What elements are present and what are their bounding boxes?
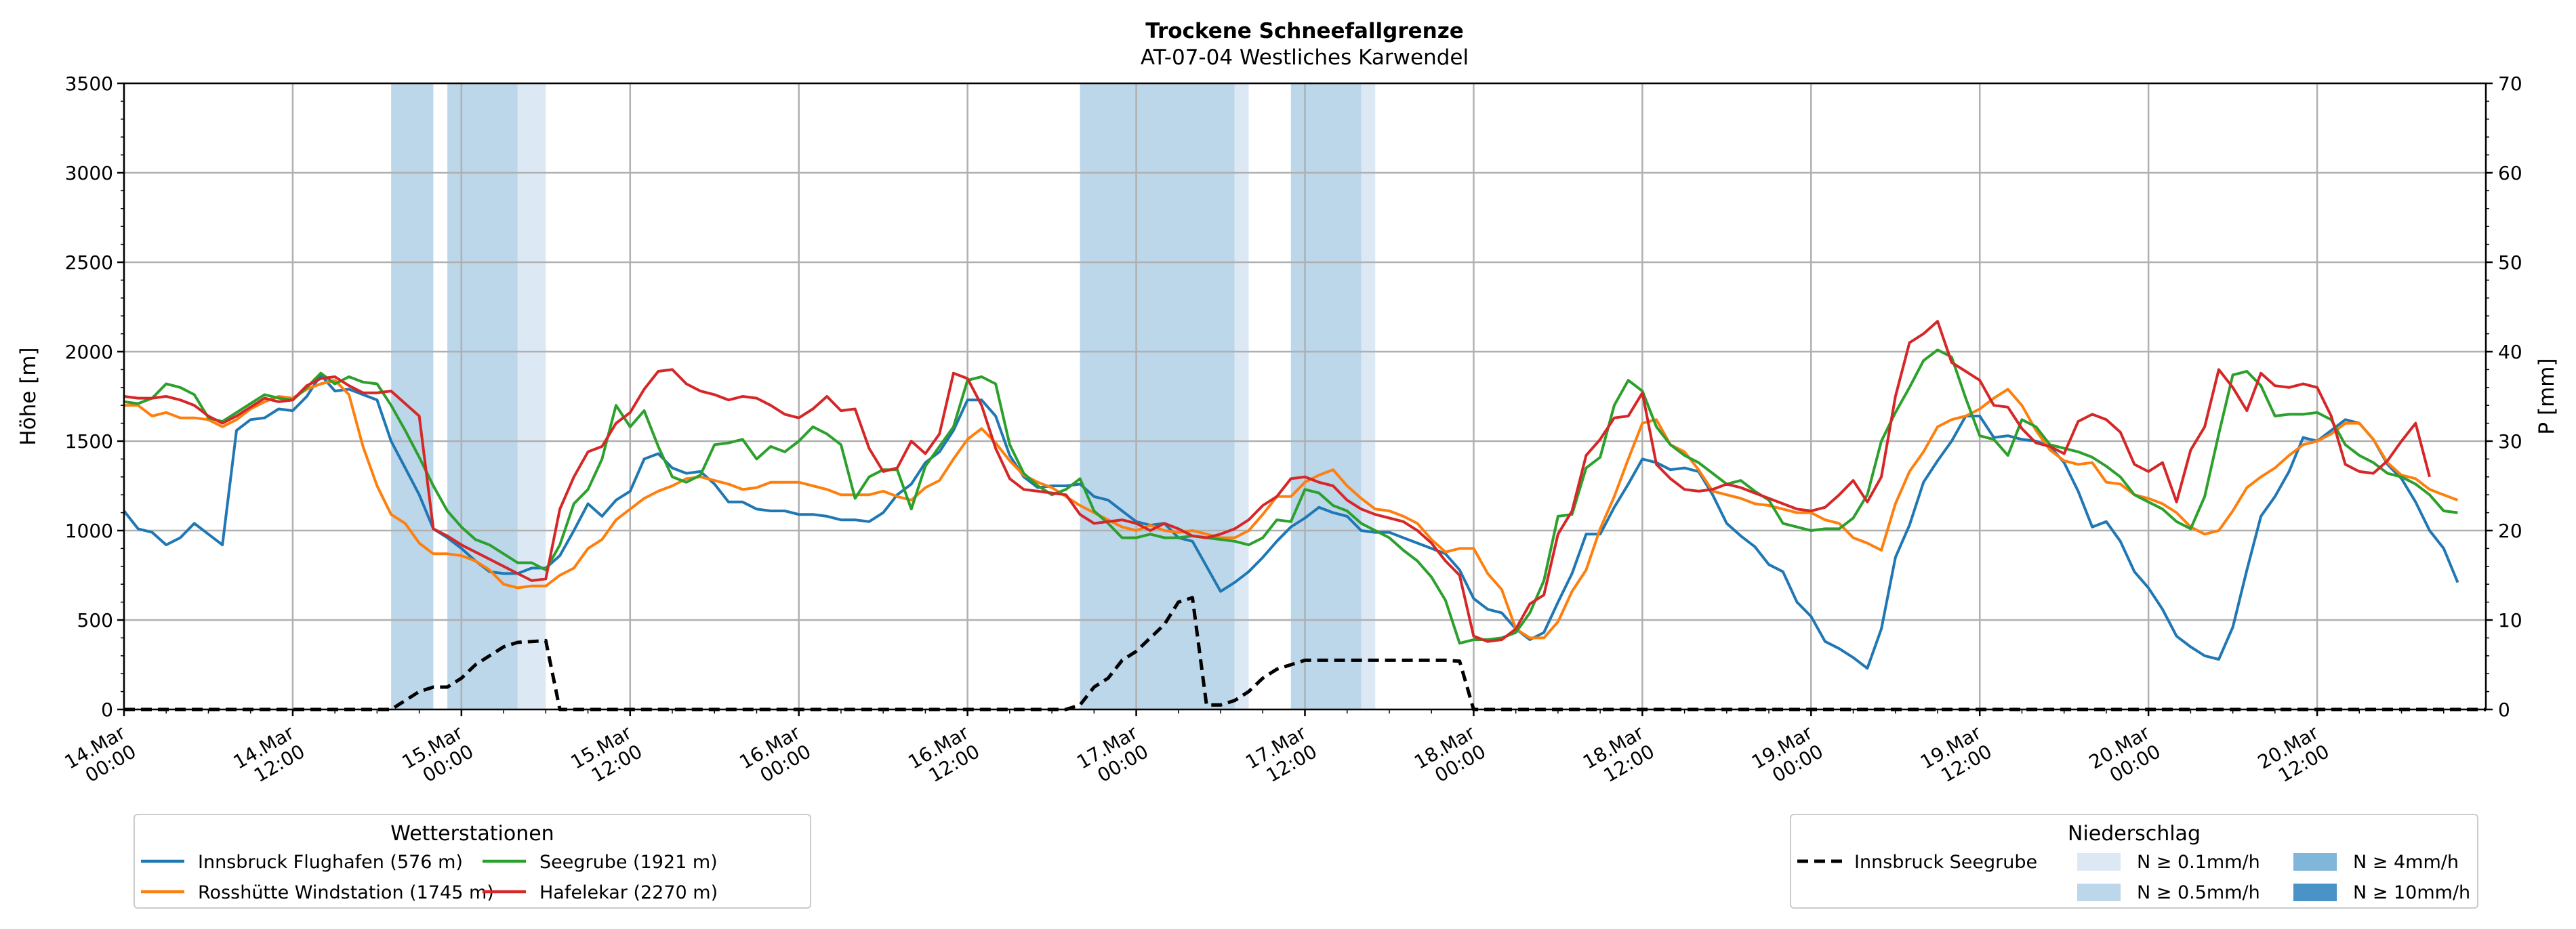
y2-tick-label-7: 70 [2498, 73, 2522, 95]
y-axis-label: Höhe [m] [16, 347, 41, 445]
y-tick-label-7: 3500 [65, 73, 113, 95]
series-line-1 [124, 379, 2459, 640]
x-tick-label-7: 17.Mar12:00 [1242, 721, 1321, 792]
series-line-2 [123, 348, 2458, 645]
precip-band-3 [1080, 83, 1235, 709]
precip-band-5 [1290, 83, 1362, 709]
x-tick-label-0: 14.Mar00:00 [61, 721, 140, 792]
legend-precip-label-1: N ≥ 0.5mm/h [2137, 882, 2260, 903]
legend-stations-title: Wetterstationen [390, 822, 554, 846]
legend-precip-title: Niederschlag [2068, 822, 2201, 846]
legend-stations-label-1: Rosshütte Windstation (1745 m) [198, 882, 494, 903]
y-tick-label-1: 500 [77, 609, 113, 632]
x-tick-label-1: 14.Mar12:00 [230, 721, 309, 792]
legend-stations-label-2: Seegrube (1921 m) [539, 852, 718, 873]
legend-precip-swatch-2 [2293, 853, 2337, 871]
legend-precip-label-0: N ≥ 0.1mm/h [2137, 852, 2260, 873]
x-tick-label-12: 20.Mar00:00 [2085, 721, 2165, 792]
x-tick-label-13: 20.Mar12:00 [2254, 721, 2333, 792]
y-tick-label-6: 3000 [65, 162, 113, 184]
legend-precip-swatch-1 [2077, 884, 2121, 901]
y-tick-label-4: 2000 [65, 341, 113, 363]
x-tick-label-6: 17.Mar00:00 [1073, 721, 1152, 792]
y2-tick-label-3: 30 [2498, 430, 2522, 453]
x-tick-label-9: 18.Mar12:00 [1579, 721, 1658, 792]
legend-stations: Wetterstationen Innsbruck Flughafen (576… [134, 814, 811, 909]
y2-tick-label-5: 50 [2498, 251, 2522, 274]
y-tick-label-2: 1000 [65, 520, 113, 542]
x-tick-label-8: 18.Mar00:00 [1410, 721, 1490, 792]
x-tick-label-2: 15.Mar00:00 [398, 721, 478, 792]
y2-tick-label-0: 0 [2498, 699, 2510, 721]
chart-subtitle: AT-07-04 Westliches Karwendel [1141, 45, 1469, 70]
y2-tick-label-6: 60 [2498, 162, 2522, 184]
legend-precip-swatch-3 [2293, 884, 2337, 901]
precip-band-2 [517, 83, 546, 709]
legend-precip-line-label: Innsbruck Seegrube [1854, 852, 2037, 873]
precip-band-6 [1361, 83, 1376, 709]
x-tick-label-11: 19.Mar12:00 [1917, 721, 1996, 792]
legend-precip: Niederschlag Innsbruck Seegrube N ≥ 0.1m… [1790, 814, 2478, 909]
legend-precip-swatch-0 [2077, 853, 2121, 871]
legend-stations-label-0: Innsbruck Flughafen (576 m) [198, 852, 463, 873]
series-line-4 [124, 596, 2486, 711]
precip-band-1 [447, 83, 518, 709]
precipitation-bands [391, 83, 1376, 709]
y2-tick-label-1: 10 [2498, 609, 2522, 632]
y-tick-label-5: 2500 [65, 251, 113, 274]
series-line-0 [123, 373, 2459, 670]
chart-title: Trockene Schneefallgrenze [1145, 19, 1464, 43]
series-line-3 [123, 320, 2431, 643]
legend-stations-label-3: Hafelekar (2270 m) [539, 882, 718, 903]
legend-precip-label-3: N ≥ 10mm/h [2353, 882, 2470, 903]
precip-band-4 [1234, 83, 1249, 709]
x-tick-label-5: 16.Mar12:00 [904, 721, 983, 792]
series-lines [123, 320, 2486, 711]
legend-precip-label-2: N ≥ 4mm/h [2353, 852, 2459, 873]
legend-stations-box [134, 814, 811, 909]
y-tick-label-0: 0 [101, 699, 113, 721]
y2-tick-label-4: 40 [2498, 341, 2522, 363]
y2-tick-label-2: 20 [2498, 520, 2522, 542]
y2-axis-label: P [mm] [2535, 358, 2559, 434]
x-tick-label-4: 16.Mar00:00 [735, 721, 815, 792]
y-tick-label-3: 1500 [65, 430, 113, 453]
x-tick-label-3: 15.Mar12:00 [567, 721, 646, 792]
x-tick-label-10: 19.Mar00:00 [1748, 721, 1827, 792]
